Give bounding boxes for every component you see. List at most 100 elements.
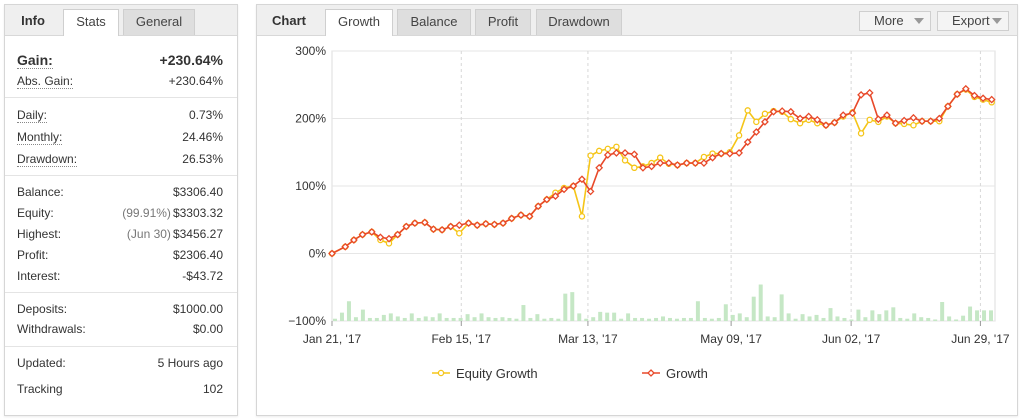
tracking-value: 102 xyxy=(202,382,223,396)
volume-bar xyxy=(793,318,798,321)
growth-point xyxy=(569,182,578,190)
equity-growth-point xyxy=(456,229,463,237)
volume-bar xyxy=(737,313,742,321)
equity-growth-point xyxy=(857,130,865,137)
volume-bar xyxy=(598,311,603,321)
chart-tabbar: Chart Growth Balance Profit Drawdown Mor… xyxy=(257,5,1017,36)
volume-bar xyxy=(940,302,945,321)
volume-bar xyxy=(563,293,568,321)
tab-drawdown[interactable]: Drawdown xyxy=(536,9,622,35)
equity-growth-point xyxy=(613,143,620,151)
balance-row: Balance: $3306.40 xyxy=(5,185,237,203)
growth-point xyxy=(438,225,446,234)
highest-date: (Jun 30) xyxy=(126,227,171,241)
tab-growth[interactable]: Growth xyxy=(325,9,393,36)
tab-general[interactable]: General xyxy=(123,9,195,35)
growth-point xyxy=(857,90,865,99)
growth-point xyxy=(385,234,393,243)
volume-bar xyxy=(339,312,344,321)
gain-value: +230.64% xyxy=(159,52,223,68)
monthly-label[interactable]: Monthly: xyxy=(17,130,63,145)
volume-bar xyxy=(667,317,672,321)
deposits-row: Deposits: $1000.00 xyxy=(5,302,237,320)
volume-bar xyxy=(786,313,791,321)
growth-point xyxy=(961,84,970,93)
equity-growth-point xyxy=(604,145,612,153)
drawdown-label[interactable]: Drawdown: xyxy=(17,152,78,167)
growth-point xyxy=(349,236,358,244)
growth-point xyxy=(656,159,665,167)
growth-point xyxy=(542,195,551,204)
volume-bar xyxy=(486,317,491,321)
volume-bar xyxy=(975,310,980,321)
growth-point xyxy=(883,111,891,120)
growth-point xyxy=(865,88,874,97)
equity-growth-point xyxy=(866,116,873,124)
growth-point xyxy=(525,212,534,221)
volume-bar xyxy=(849,319,854,321)
volume-bar xyxy=(333,318,337,321)
legend-label[interactable]: Equity Growth xyxy=(456,366,538,381)
withdrawals-row: Withdrawals: $0.00 xyxy=(5,322,237,340)
volume-bar xyxy=(968,306,973,321)
volume-bar xyxy=(661,316,665,321)
volume-bar xyxy=(898,317,903,321)
more-button[interactable]: More xyxy=(859,11,931,31)
abs-gain-row: Abs. Gain: +230.64% xyxy=(5,74,237,92)
profit-value: $2306.40 xyxy=(172,248,223,262)
growth-point xyxy=(673,161,682,169)
gain-label[interactable]: Gain: xyxy=(17,52,53,69)
volume-bar xyxy=(863,317,868,321)
y-tick-label: 100% xyxy=(295,179,326,193)
export-button[interactable]: Export xyxy=(937,11,1009,31)
tab-stats[interactable]: Stats xyxy=(63,9,119,36)
y-tick-label: −100% xyxy=(288,314,326,328)
volume-bar xyxy=(716,317,721,321)
volume-bar xyxy=(430,317,435,321)
monthly-value: 24.46% xyxy=(182,130,223,144)
growth-point xyxy=(595,163,604,172)
volume-bar xyxy=(989,310,993,321)
tab-profit[interactable]: Profit xyxy=(475,9,531,35)
volume-bar xyxy=(842,317,847,321)
growth-point xyxy=(367,227,376,236)
volume-bar xyxy=(926,317,931,321)
growth-point xyxy=(874,115,883,124)
growth-point xyxy=(534,202,543,211)
volume-bar xyxy=(654,317,659,321)
volume-bar xyxy=(891,307,896,321)
daily-label[interactable]: Daily: xyxy=(17,108,48,123)
profit-row: Profit: $2306.40 xyxy=(5,248,237,266)
deposits-label: Deposits: xyxy=(17,302,68,316)
volume-bar xyxy=(626,313,631,321)
volume-bar xyxy=(479,313,484,321)
volume-bar xyxy=(556,318,561,321)
equity-growth-point xyxy=(631,164,638,172)
tab-balance[interactable]: Balance xyxy=(397,9,471,35)
tab-chart[interactable]: Chart xyxy=(272,13,306,28)
growth-point xyxy=(517,211,525,219)
growth-point xyxy=(560,185,568,194)
abs-gain-label[interactable]: Abs. Gain: xyxy=(17,74,74,89)
growth-point xyxy=(813,115,822,124)
info-tabbar: Info Stats General xyxy=(5,5,237,36)
legend-label[interactable]: Growth xyxy=(666,366,708,381)
growth-point xyxy=(944,102,952,111)
volume-bar xyxy=(877,314,882,321)
volume-bar xyxy=(744,317,749,321)
tab-info[interactable]: Info xyxy=(21,13,45,28)
volume-bar xyxy=(374,317,379,321)
volume-bar xyxy=(472,317,477,321)
abs-gain-value: +230.64% xyxy=(168,74,223,88)
updated-row: Updated: 5 Hours ago xyxy=(5,356,237,374)
volume-bar xyxy=(647,318,652,321)
growth-point xyxy=(499,219,507,228)
equity-value: $3303.32 xyxy=(172,206,223,220)
growth-point xyxy=(953,90,962,99)
gain-row: Gain: +230.64% xyxy=(5,52,237,70)
volume-bar xyxy=(402,317,407,321)
growth-point xyxy=(358,230,367,239)
growth-point xyxy=(612,149,621,157)
growth-point xyxy=(621,149,629,157)
volume-bar xyxy=(633,317,638,321)
